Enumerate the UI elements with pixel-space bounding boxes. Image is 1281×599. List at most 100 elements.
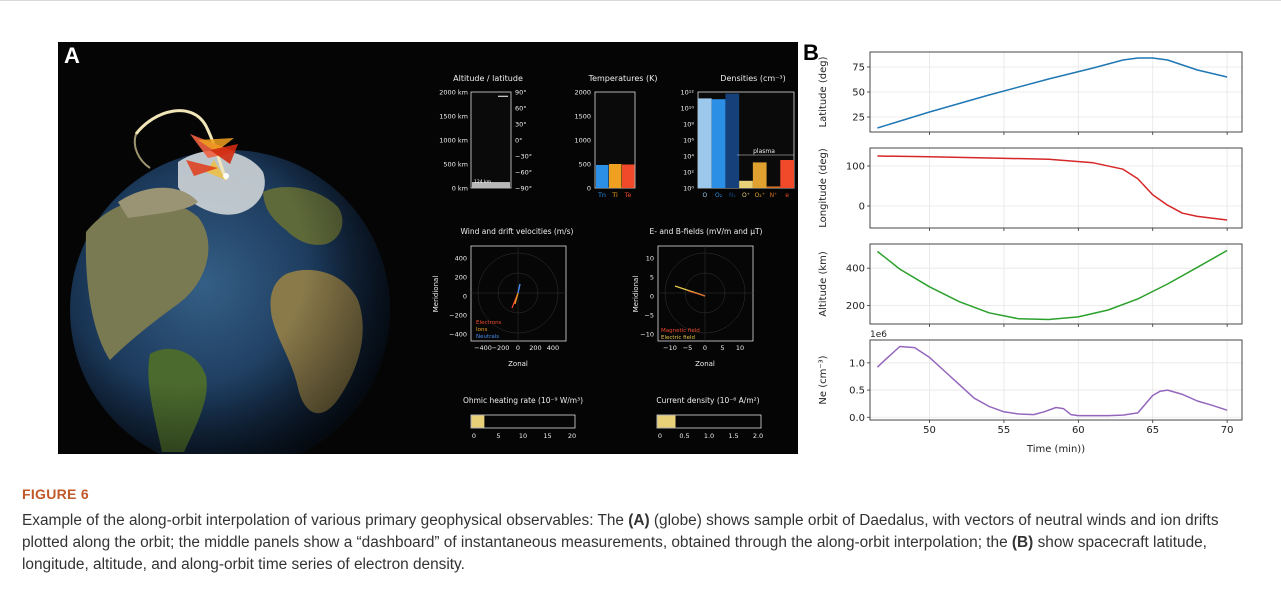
vector-ytick: −5 bbox=[644, 312, 654, 320]
gauge-tick: 5 bbox=[496, 432, 500, 440]
caption-ref-a: (A) bbox=[628, 512, 650, 529]
axes-frame bbox=[869, 339, 1243, 421]
density-xlabel: O₂⁺ bbox=[755, 192, 765, 199]
gauge-tick: 0.5 bbox=[679, 432, 689, 440]
legend-neutrals: Neutrals bbox=[476, 334, 499, 340]
panel-a: A bbox=[58, 42, 798, 454]
density-bar bbox=[725, 93, 740, 188]
vector-xtick: −200 bbox=[492, 344, 510, 352]
temperature-xlabel: Te bbox=[624, 191, 632, 199]
temperature-tick: 500 bbox=[579, 161, 591, 169]
y-tick-label: 0.0 bbox=[849, 413, 865, 424]
vector-ytick: −200 bbox=[449, 312, 467, 320]
vector-xtick: 5 bbox=[720, 344, 724, 352]
figure-label: FIGURE 6 bbox=[22, 486, 89, 502]
vector-xtick: 10 bbox=[736, 344, 744, 352]
wind-xlabel: Zonal bbox=[508, 360, 528, 368]
x-tick-label: 50 bbox=[923, 425, 936, 436]
vector-xtick: −400 bbox=[474, 344, 492, 352]
temperature-xlabel: Ti bbox=[611, 191, 618, 199]
density-xlabel: e bbox=[785, 192, 789, 199]
timeseries-chart-2: 200 400 Altitude (km) bbox=[818, 243, 1243, 327]
density-panel: Densities (cm⁻³) 10¹² 10¹⁰ 10⁸ 10⁶ 10⁴ 10² 10⁰… bbox=[681, 74, 795, 199]
temperature-tick: 0 bbox=[587, 185, 591, 193]
gauge-tick: 1.5 bbox=[728, 432, 738, 440]
vector-xtick: −5 bbox=[683, 344, 693, 352]
altitude-bar bbox=[472, 182, 510, 188]
wind-panel: Wind and drift velocities (m/s) 4002000−… bbox=[432, 227, 574, 368]
x-axis-label: Time (min)) bbox=[1026, 444, 1085, 455]
caption-part-3: show spacecraft latitude, longitude, alt… bbox=[22, 534, 1207, 573]
density-bar bbox=[780, 160, 794, 188]
latitude-tick: −30° bbox=[515, 153, 532, 161]
globe-illustration bbox=[70, 109, 390, 454]
density-tick: 10⁴ bbox=[683, 153, 694, 161]
panel-b-label: B bbox=[803, 40, 819, 65]
vector-ytick: 10 bbox=[646, 255, 654, 263]
temperature-xlabel: Tn bbox=[597, 191, 606, 199]
timeseries-chart-1: 0 100 Longitude (deg) bbox=[818, 147, 1243, 231]
vector-xtick: 0 bbox=[516, 344, 520, 352]
series-line bbox=[876, 345, 1228, 417]
y-tick-label: 1.0 bbox=[849, 358, 865, 369]
density-bar bbox=[711, 99, 726, 188]
y-tick-label: 0.5 bbox=[849, 386, 865, 397]
field-panel: E- and B-fields (mV/m and µT) 1050−5−10 … bbox=[632, 227, 763, 368]
y-multiplier: 1e6 bbox=[870, 330, 887, 340]
vector-ytick: 400 bbox=[455, 255, 467, 263]
density-tick: 10¹² bbox=[681, 89, 695, 97]
density-xlabel: N⁺ bbox=[770, 192, 778, 199]
caption-text: Example of the along-orbit interpolation… bbox=[22, 510, 1262, 576]
x-tick-label: 55 bbox=[998, 425, 1011, 436]
altitude-tick: 1500 km bbox=[439, 113, 468, 121]
density-bar bbox=[698, 98, 712, 188]
x-tick-label: 60 bbox=[1072, 425, 1085, 436]
temperature-bar bbox=[609, 164, 622, 188]
orbit-track-far bbox=[133, 133, 151, 169]
y-tick-label: 400 bbox=[846, 264, 865, 275]
legend-magnetic: Magnetic field bbox=[661, 328, 700, 334]
vector-xtick: 0 bbox=[703, 344, 707, 352]
latitude-tick: 60° bbox=[515, 105, 527, 113]
current-fill bbox=[657, 415, 676, 428]
panel-b-charts: 25 50 75 Latitude (deg) 0 100 Longitude (deg) 2… bbox=[818, 51, 1243, 455]
density-xlabel: O₂ bbox=[715, 192, 723, 199]
density-tick: 10⁶ bbox=[683, 137, 694, 145]
altitude-tick: 500 km bbox=[443, 161, 468, 169]
gauge-tick: 2.0 bbox=[753, 432, 763, 440]
ohmic-fill bbox=[471, 415, 485, 428]
panel-a-label: A bbox=[64, 43, 80, 68]
density-tick: 10⁰ bbox=[683, 185, 694, 193]
temperature-panel: Temperatures (K) 2000 1500 1000 500 0 Tn Ti Te bbox=[574, 74, 657, 199]
ion-drift-arrow bbox=[514, 292, 519, 305]
legend-ions: Ions bbox=[476, 327, 487, 333]
vector-xtick: −10 bbox=[663, 344, 677, 352]
caption-ref-b: (B) bbox=[1011, 534, 1034, 551]
y-axis-label: Longitude (deg) bbox=[818, 148, 829, 228]
x-tick-label: 65 bbox=[1146, 425, 1159, 436]
vector-ytick: 0 bbox=[650, 293, 654, 301]
timeseries-chart-3: 0.0 0.5 1.0 Ne (cm⁻³) 1e6 50 55 60 65 70 bbox=[818, 330, 1243, 436]
vector-ytick: −10 bbox=[640, 331, 654, 339]
gauge-tick: 0 bbox=[658, 432, 662, 440]
temperature-bar bbox=[596, 164, 609, 188]
latitude-tick: 90° bbox=[515, 89, 527, 97]
density-title: Densities (cm⁻³) bbox=[720, 74, 785, 83]
latitude-tick: −60° bbox=[515, 169, 532, 177]
magnetic-field-arrow bbox=[687, 290, 706, 297]
density-tick: 10⁸ bbox=[683, 121, 694, 129]
latitude-tick: 0° bbox=[515, 137, 522, 145]
orbit-track bbox=[134, 109, 228, 181]
axes-frame bbox=[869, 147, 1243, 229]
axes-frame bbox=[869, 51, 1243, 133]
wind-title: Wind and drift velocities (m/s) bbox=[461, 227, 574, 236]
vector-xtick: 400 bbox=[547, 344, 559, 352]
gauge-tick: 20 bbox=[568, 432, 576, 440]
temperature-title: Temperatures (K) bbox=[588, 74, 658, 83]
y-tick-label: 75 bbox=[852, 63, 865, 74]
altitude-tick: 2000 km bbox=[439, 89, 468, 97]
current-panel: Current density (10⁻⁶ A/m²) 0 0.5 1.0 1.5 2.… bbox=[656, 396, 763, 440]
density-xlabel: N₂ bbox=[729, 192, 736, 199]
